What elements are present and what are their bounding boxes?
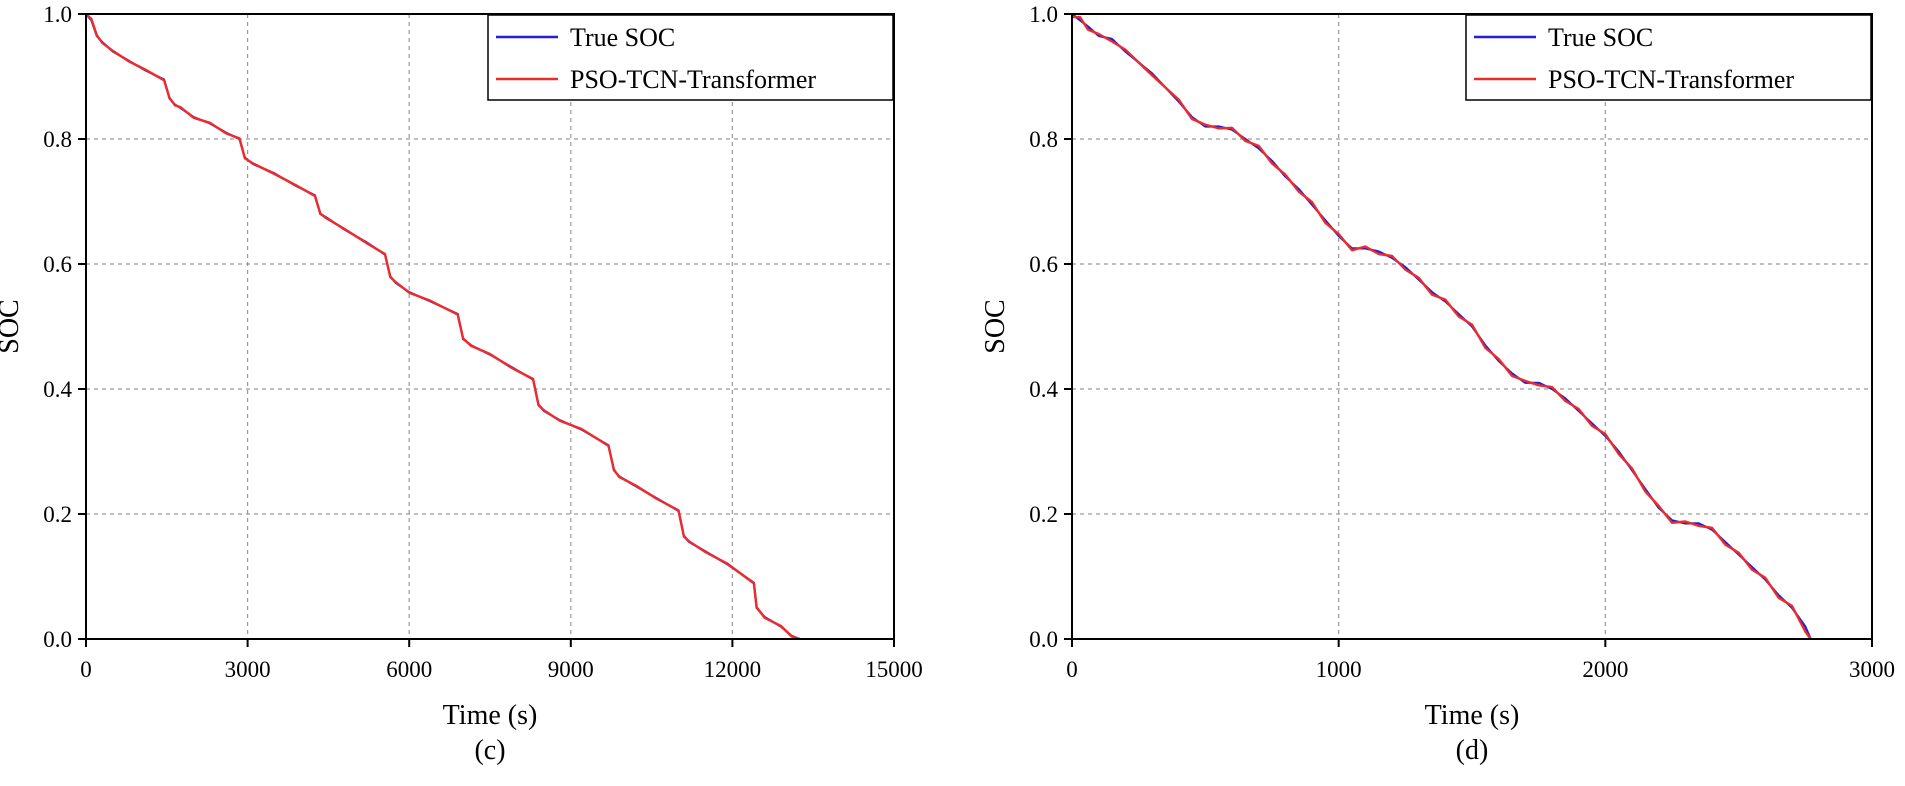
x-tick-label: 6000: [386, 657, 432, 682]
legend-label-pso-tcn-transformer: PSO-TCN-Transformer: [1548, 65, 1794, 94]
x-axis-label: Time (s): [443, 700, 538, 731]
series-line-true-soc: [1071, 13, 1812, 640]
series-line-pso-tcn-transformer: [85, 13, 801, 641]
y-tick-label: 0.4: [43, 377, 72, 402]
x-tick-label: 3000: [225, 657, 271, 682]
panel-label: (d): [1456, 735, 1489, 766]
x-tick-label: 0: [80, 657, 92, 682]
chart-panel-c: 0 3000 6000 9000 12000 15000 0.0 0.2 0.4 0.6 0.8 1.…: [0, 2, 923, 766]
x-axis-label: Time (s): [1425, 700, 1520, 731]
series-layer: [1071, 13, 1812, 640]
series-line-true-soc: [85, 13, 801, 641]
x-tick-label: 9000: [548, 657, 594, 682]
y-tick-label: 0.4: [1029, 377, 1058, 402]
chart-grid: [1072, 14, 1872, 639]
x-tick-label: 0: [1066, 657, 1078, 682]
plot-frame: [85, 13, 895, 640]
y-tick-label: 0.8: [1029, 127, 1058, 152]
series-line-pso-tcn-transformer: [1072, 15, 1812, 640]
y-tick-label: 0.2: [1029, 502, 1058, 527]
panel-label: (c): [474, 735, 505, 766]
legend-label-true-soc: True SOC: [1548, 23, 1653, 52]
y-tick-label: 1.0: [1029, 2, 1058, 27]
legend-box: [487, 14, 894, 101]
legend-label-pso-tcn-transformer: PSO-TCN-Transformer: [570, 65, 816, 94]
y-tick-label: 0.0: [1029, 627, 1058, 652]
y-axis-label: SOC: [0, 299, 25, 353]
x-tick-label: 2000: [1582, 657, 1628, 682]
legend: True SOC PSO-TCN-Transformer: [1465, 14, 1872, 101]
axis-ticks: 0 1000 2000 3000 0.0 0.2 0.4 0.6 0.8 1.0: [1029, 2, 1895, 682]
y-tick-label: 0.2: [43, 502, 72, 527]
legend-label-true-soc: True SOC: [570, 23, 675, 52]
series-layer: [85, 13, 801, 641]
y-tick-label: 1.0: [43, 2, 72, 27]
legend: True SOC PSO-TCN-Transformer: [487, 14, 894, 101]
y-tick-label: 0.8: [43, 127, 72, 152]
y-tick-label: 0.6: [43, 252, 72, 277]
chart-grid: [86, 14, 894, 639]
x-tick-label: 1000: [1316, 657, 1362, 682]
y-tick-label: 0.6: [1029, 252, 1058, 277]
x-tick-label: 15000: [865, 657, 923, 682]
axis-ticks: 0 3000 6000 9000 12000 15000 0.0 0.2 0.4 0.6 0.8 1.…: [43, 2, 923, 682]
x-tick-label: 12000: [704, 657, 762, 682]
x-tick-label: 3000: [1849, 657, 1895, 682]
plot-frame: [1071, 13, 1873, 640]
legend-box: [1465, 14, 1872, 101]
y-axis-label: SOC: [980, 299, 1011, 353]
chart-panel-d: 0 1000 2000 3000 0.0 0.2 0.4 0.6 0.8 1.0 SOC Time…: [980, 2, 1895, 766]
y-tick-label: 0.0: [43, 627, 72, 652]
